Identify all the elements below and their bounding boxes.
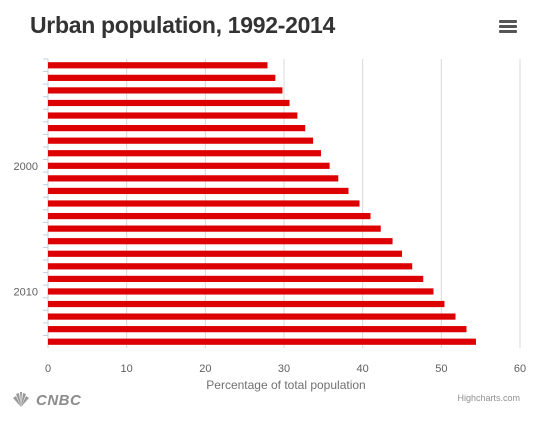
bar <box>48 313 456 320</box>
bar <box>48 112 298 119</box>
x-tick-label: 60 <box>514 363 526 375</box>
cnbc-logo: CNBC <box>10 390 81 410</box>
bar <box>48 62 268 69</box>
x-tick-label: 20 <box>199 363 211 375</box>
bar <box>48 150 321 157</box>
bar <box>48 300 445 308</box>
bar <box>48 74 276 81</box>
x-tick-label: 50 <box>435 363 447 375</box>
bar <box>48 175 339 182</box>
bar <box>48 326 467 333</box>
bar <box>48 200 360 207</box>
bar <box>48 238 393 245</box>
bar <box>48 187 349 195</box>
chart-title: Urban population, 1992-2014 <box>30 12 336 38</box>
bar <box>48 225 381 232</box>
menu-line <box>499 20 517 23</box>
bar <box>48 99 290 107</box>
x-axis-title: Percentage of total population <box>206 378 365 392</box>
y-tick-label: 2000 <box>14 161 38 173</box>
highcharts-credits-link[interactable]: Highcharts.com <box>457 393 520 403</box>
bar <box>48 288 434 295</box>
bar <box>48 137 314 144</box>
x-tick-label: 0 <box>45 363 51 375</box>
menu-line <box>499 30 517 33</box>
hamburger-menu-icon[interactable] <box>499 19 517 35</box>
bar <box>48 338 476 345</box>
menu-line <box>499 25 517 28</box>
bar <box>48 162 330 169</box>
bar <box>48 212 371 220</box>
bar <box>48 250 402 257</box>
x-tick-label: 40 <box>357 363 369 375</box>
nbc-peacock-icon <box>13 392 29 407</box>
bar <box>48 263 413 270</box>
bar <box>48 125 306 132</box>
logo-text: CNBC <box>36 391 82 409</box>
y-tick-label: 2010 <box>14 286 38 298</box>
bar <box>48 275 424 282</box>
x-tick-label: 30 <box>278 363 290 375</box>
x-tick-label: 10 <box>121 363 133 375</box>
bar <box>48 87 283 94</box>
